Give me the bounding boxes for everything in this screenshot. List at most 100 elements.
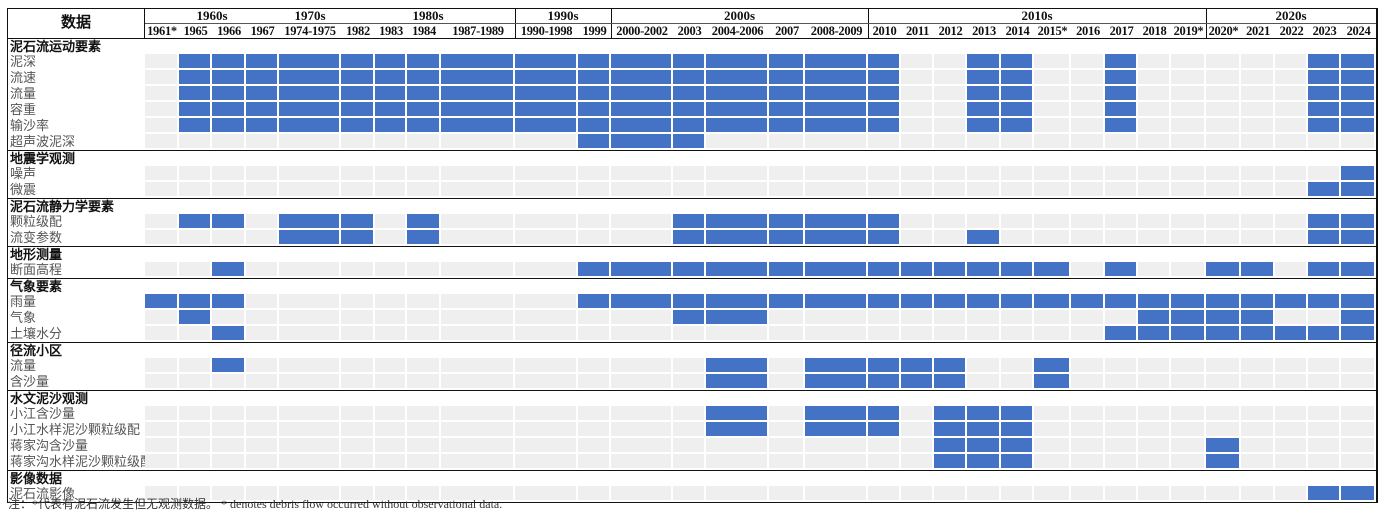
empty-cell (1308, 422, 1341, 438)
empty-cell (145, 454, 179, 470)
empty-cell (805, 454, 868, 470)
observed-cell (1341, 54, 1376, 70)
empty-cell (1275, 182, 1308, 198)
empty-cell (375, 486, 407, 502)
empty-cell (967, 166, 1001, 182)
observed-cell (1034, 374, 1071, 390)
observed-cell (1034, 358, 1071, 374)
observed-cell (1171, 310, 1206, 326)
year-column-header: 2003 (673, 23, 706, 39)
observed-cell (769, 70, 805, 86)
empty-cell (1241, 358, 1275, 374)
empty-cell (769, 374, 805, 390)
empty-cell (1001, 134, 1034, 150)
empty-cell (1071, 486, 1105, 502)
empty-cell (1071, 118, 1105, 134)
observed-cell (673, 102, 706, 118)
empty-cell (1105, 374, 1138, 390)
empty-cell (1071, 182, 1105, 198)
observed-cell (279, 118, 341, 134)
empty-cell (1206, 54, 1241, 70)
empty-cell (1138, 486, 1171, 502)
empty-cell (441, 166, 515, 182)
empty-cell (375, 310, 407, 326)
section-title: 气象要素 (10, 279, 63, 294)
empty-cell (341, 486, 375, 502)
observed-cell (1206, 262, 1241, 278)
empty-cell (375, 294, 407, 310)
observed-cell (934, 422, 967, 438)
empty-cell (407, 294, 441, 310)
empty-cell (1171, 214, 1206, 230)
empty-cell (1308, 358, 1341, 374)
empty-cell (1308, 374, 1341, 390)
empty-cell (407, 166, 441, 182)
decade-label: 1980s (412, 8, 444, 23)
observed-cell (1275, 326, 1308, 342)
empty-cell (1105, 182, 1138, 198)
observed-cell (611, 134, 673, 150)
empty-cell (1034, 214, 1071, 230)
empty-cell (1171, 134, 1206, 150)
observed-cell (341, 54, 375, 70)
empty-cell (578, 422, 611, 438)
observed-cell (868, 230, 901, 246)
empty-cell (375, 166, 407, 182)
empty-cell (769, 486, 805, 502)
row-label: 噪声 (10, 166, 37, 181)
empty-cell (441, 230, 515, 246)
observed-cell (805, 118, 868, 134)
observed-cell (769, 102, 805, 118)
empty-cell (1001, 230, 1034, 246)
observed-cell (611, 118, 673, 134)
empty-cell (1206, 406, 1241, 422)
empty-cell (441, 438, 515, 454)
empty-cell (901, 310, 934, 326)
empty-cell (212, 438, 246, 454)
empty-cell (145, 86, 179, 102)
empty-cell (212, 134, 246, 150)
empty-cell (1071, 422, 1105, 438)
empty-cell (1105, 214, 1138, 230)
table-row: 雨量 (8, 294, 1376, 310)
empty-cell (805, 310, 868, 326)
empty-cell (1138, 262, 1171, 278)
empty-cell (769, 438, 805, 454)
observed-cell (967, 70, 1001, 86)
table-row: 超声波泥深 (8, 134, 1376, 150)
empty-cell (578, 406, 611, 422)
observed-cell (1105, 262, 1138, 278)
empty-cell (967, 134, 1001, 150)
observed-cell (611, 262, 673, 278)
row-label: 断面高程 (10, 262, 63, 277)
observed-cell (515, 118, 578, 134)
empty-cell (246, 358, 279, 374)
observed-cell (578, 134, 611, 150)
observed-cell (407, 54, 441, 70)
observed-cell (407, 214, 441, 230)
observed-cell (1341, 214, 1376, 230)
observed-cell (805, 70, 868, 86)
empty-cell (1241, 70, 1275, 86)
empty-cell (706, 454, 769, 470)
observed-cell (611, 102, 673, 118)
empty-cell (1341, 422, 1376, 438)
observed-cell (1001, 54, 1034, 70)
table-row: 流变参数 (8, 230, 1376, 246)
table-section: 水文泥沙观测 小江含沙量 小江水样泥沙颗粒级配 蒋家沟含沙量 蒋家沟水样泥沙颗粒级配 (8, 391, 1376, 471)
empty-cell (515, 438, 578, 454)
observed-cell (179, 310, 212, 326)
year-column-header: 2007 (769, 23, 805, 39)
observed-cell (279, 214, 341, 230)
empty-cell (515, 422, 578, 438)
observed-cell (901, 358, 934, 374)
empty-cell (1241, 54, 1275, 70)
empty-cell (441, 182, 515, 198)
empty-cell (901, 486, 934, 502)
observed-cell (1241, 310, 1275, 326)
table-row: 颗粒级配 (8, 214, 1376, 230)
observed-cell (805, 358, 868, 374)
empty-cell (212, 406, 246, 422)
observed-cell (407, 86, 441, 102)
year-column-header: 2010 (868, 23, 901, 39)
